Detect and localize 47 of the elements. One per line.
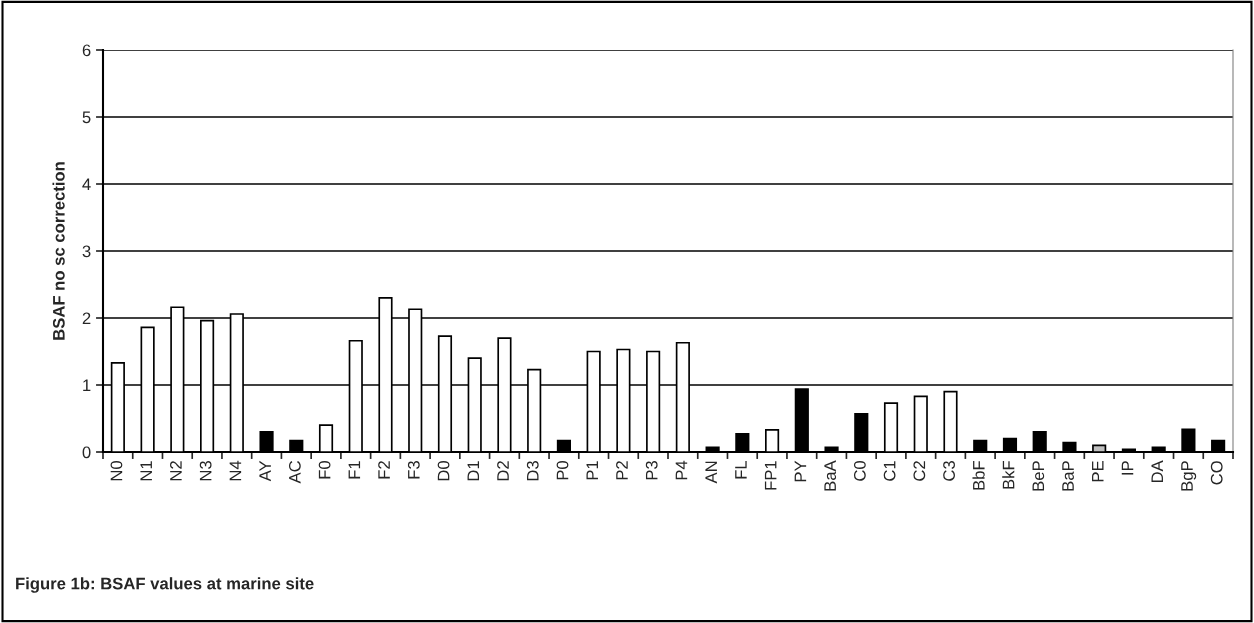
x-tick-label: N2 — [170, 461, 182, 481]
x-tick-label: BaP — [1062, 461, 1074, 491]
x-tick-label: C2 — [913, 461, 926, 481]
x-tick-label: F2 — [378, 461, 390, 479]
y-tick-label: 1 — [83, 379, 91, 392]
x-tick-label: FL — [735, 460, 747, 479]
y-tick-label: 6 — [82, 44, 91, 57]
x-tick-label: N1 — [140, 461, 152, 481]
x-tick-label: C0 — [853, 460, 866, 481]
x-tick-label: P2 — [616, 461, 628, 480]
x-tick-label: AC — [288, 460, 301, 484]
y-axis-title: BSAF no sc correction — [52, 162, 65, 340]
x-tick-label: AN — [705, 461, 717, 484]
x-tick-label: P0 — [556, 460, 569, 480]
x-tick-label: C3 — [943, 461, 955, 481]
x-tick-label: N4 — [229, 460, 242, 481]
x-tick-label: PY — [794, 460, 807, 482]
x-tick-label: D3 — [526, 461, 539, 481]
x-tick-label: F1 — [348, 461, 361, 479]
x-tick-label: P3 — [645, 461, 658, 480]
x-tick-label: DA — [1151, 460, 1163, 483]
x-tick-label: N0 — [110, 460, 123, 481]
y-tick-label: 5 — [82, 111, 91, 124]
y-tick-label: 4 — [82, 178, 91, 191]
x-tick-label: P1 — [586, 461, 598, 480]
x-tick-label: BbF — [972, 461, 985, 490]
x-tick-label: IP — [1121, 461, 1134, 475]
x-tick-label: PE — [1092, 461, 1104, 482]
x-tick-label: F0 — [318, 460, 331, 479]
x-tick-label: AY — [259, 460, 271, 482]
x-tick-label: C1 — [883, 461, 896, 481]
x-tick-label: BkF — [1002, 461, 1015, 489]
x-tick-label: D1 — [467, 461, 480, 481]
x-tick-label: D2 — [497, 461, 509, 481]
x-tick-label: BeP — [1032, 461, 1045, 491]
x-tick-label: N3 — [199, 461, 212, 481]
y-tick-label: 2 — [82, 312, 91, 325]
x-tick-label: BaA — [824, 460, 837, 491]
x-tick-label: F3 — [407, 461, 420, 479]
x-tick-label: BgP — [1181, 461, 1197, 491]
x-tick-label: CO — [1210, 461, 1223, 485]
x-tick-label: D0 — [437, 460, 450, 481]
y-tick-label: 0 — [82, 446, 91, 459]
x-tick-label: FP1 — [764, 461, 777, 490]
x-tick-label: P4 — [675, 460, 688, 480]
text: Figure 1b: BSAF values at marine site — [16, 577, 314, 593]
y-tick-label: 3 — [82, 245, 91, 258]
